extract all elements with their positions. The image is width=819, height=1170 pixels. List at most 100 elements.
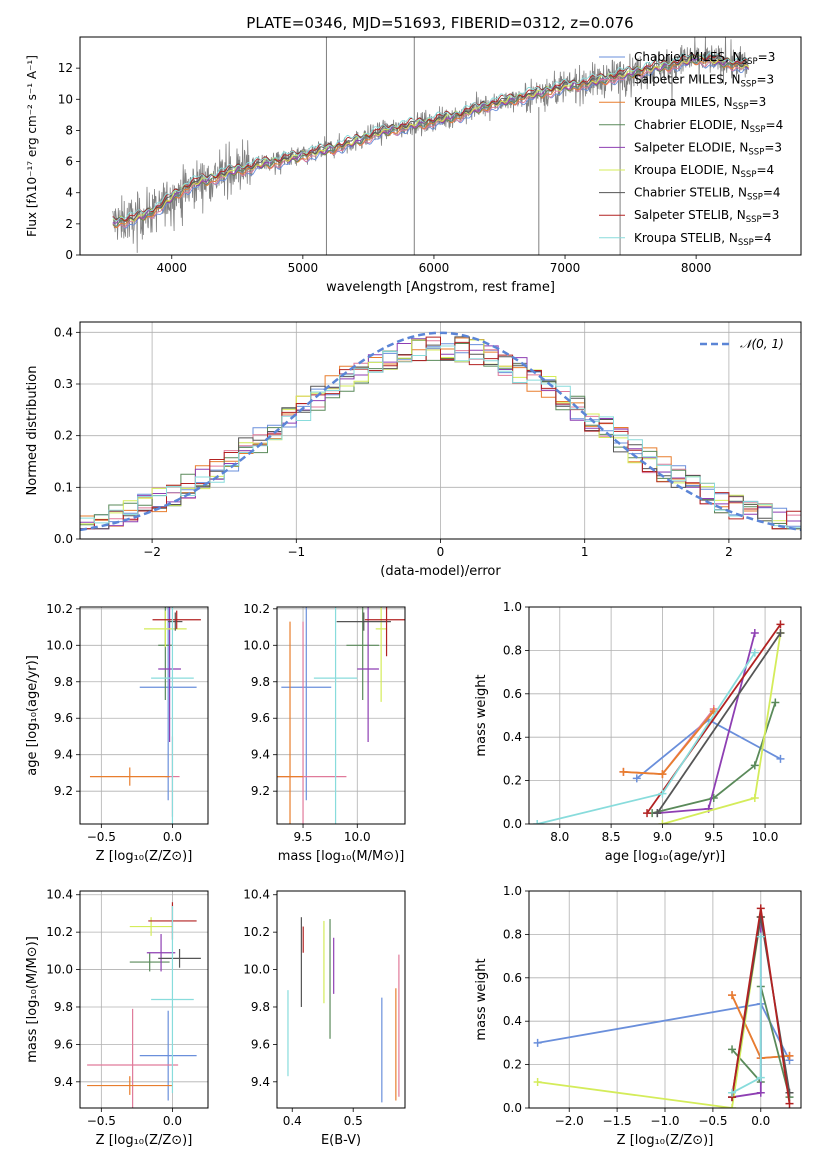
age_vs_mass-errorbar-point: [375, 607, 387, 702]
weight_vs_Z-marker: [533, 1038, 542, 1047]
age_vs_mass-plot-area: [277, 607, 405, 824]
age_vs_Z-errorbar-point: [89, 767, 170, 786]
weight_vs_age-xtick-label: 9.0: [653, 830, 672, 844]
weight_vs_Z-xtick-label: −1.0: [650, 1114, 679, 1128]
residual_hist-ytick-label: 0.4: [54, 325, 73, 339]
age_vs_mass-errorbar-point: [364, 607, 405, 657]
legend-entry-label: Salpeter STELIB, NSSP=3: [634, 208, 779, 225]
mass_vs_ebv-ytick-label: 9.8: [251, 1000, 270, 1014]
mass_vs_Z-xtick-label: −0.5: [87, 1114, 116, 1128]
mass_vs_Z-xtick-label: 0.0: [163, 1114, 182, 1128]
age_vs_Z-xtick-label: −0.5: [87, 830, 116, 844]
mass_vs_Z-errorbar-point: [158, 948, 201, 968]
weight_vs_age-ylabel: mass weight: [474, 674, 489, 756]
spectrum-xtick-label: 4000: [156, 261, 187, 275]
weight_vs_Z-xtick-label: 0.0: [751, 1114, 770, 1128]
age_vs_mass-errorbar-point: [313, 607, 358, 824]
weight_vs_Z-series: [533, 999, 794, 1065]
mass_vs_ebv-xtick-label: 0.5: [344, 1114, 363, 1128]
residual_hist-xtick-label: 2: [725, 545, 733, 559]
spectrum-legend: Chabrier MILES, NSSP=3 Salpeter MILES, NS…: [599, 50, 783, 248]
age_vs_Z-errorbar-point: [151, 607, 194, 824]
age_vs_mass-ytick-label: 9.6: [251, 711, 270, 725]
legend-entry-label: Chabrier ELODIE, NSSP=4: [634, 118, 783, 135]
mass_vs_ebv-xlabel: E(B-V): [321, 1133, 361, 1148]
age_vs_mass-errorbar-point: [281, 607, 332, 801]
weight_vs_age-series-line: [657, 632, 756, 814]
weight_vs_age-series: [658, 629, 785, 824]
weight_vs_Z-marker: [785, 1051, 794, 1060]
weight_vs_Z-marker: [728, 991, 737, 1000]
weight_vs_Z-ytick-label: 0.6: [503, 971, 522, 985]
age_vs_Z-errorbar-point: [158, 607, 181, 742]
legend-entry-label: Chabrier MILES, NSSP=3: [634, 50, 775, 67]
hist-step-series: [80, 345, 801, 539]
age_vs_Z-ytick-label: 10.0: [46, 638, 73, 652]
weight_vs_age-series: [653, 629, 785, 818]
weight_vs_age-frame: [528, 606, 802, 825]
residual_hist-ytick-label: 0.3: [54, 377, 73, 391]
mass_vs_Z-ytick-label: 10.0: [46, 963, 73, 977]
age_vs_Z-errorbar-point: [144, 610, 187, 648]
residual_hist-xtick-label: 1: [581, 545, 589, 559]
residual_hist-xtick-label: −1: [287, 545, 305, 559]
age_vs_Z-plot-area: [89, 607, 201, 824]
spectrum-model-line: [112, 53, 749, 222]
mass_vs_Z-axes: −0.5 0.0 9.4 9.6 9.8 10.0 10.2 10.4 Z [log₁₀(Z/Z…: [25, 888, 208, 1148]
weight_vs_age-series-line: [623, 708, 715, 776]
age_vs_mass-errorbar-point: [346, 607, 379, 700]
legend-entry-label: Salpeter MILES, NSSP=3: [634, 73, 774, 90]
age_vs_mass-axes: 9.5 10.0 9.2 9.4 9.6 9.8 10.0 10.2 mass [log₁₀(M…: [243, 602, 405, 864]
mass_vs_ebv-axes: 0.4 0.5 9.4 9.6 9.8 10.0 10.2 10.4 E(B-V): [243, 888, 362, 1148]
weight_vs_age-marker: [658, 789, 667, 798]
spectrum-ytick-label: 0: [65, 248, 73, 262]
weight_vs_age-xtick-label: 10.0: [752, 830, 779, 844]
mass_vs_Z-errorbar-point: [146, 934, 176, 972]
weight_vs_Z-plot-area: [533, 904, 794, 1108]
age_vs_mass-ytick-label: 10.0: [243, 638, 270, 652]
spectrum-xtick-label: 6000: [419, 261, 450, 275]
weight_vs_age-ytick-label: 0.8: [503, 643, 522, 657]
residual_hist-ylabel: Normed distribution: [25, 366, 40, 496]
weight_vs_age-ytick-label: 1.0: [503, 600, 522, 614]
residual_hist-ytick-label: 0.2: [54, 429, 73, 443]
hist-plot-area: [80, 331, 801, 539]
weight_vs_Z-marker: [785, 1099, 794, 1108]
mass_vs_Z-errorbar-point: [151, 905, 194, 1094]
residual_hist-frame: [79, 321, 802, 540]
weight_vs_age-plot-area: [533, 620, 785, 824]
mass_vs_ebv-ytick-label: 10.2: [243, 925, 270, 939]
weight_vs_Z-series: [728, 932, 765, 1097]
weight_vs_Z-xtick-label: −1.5: [603, 1114, 632, 1128]
weight_vs_age-marker: [776, 620, 785, 629]
spectrum-xlabel: wavelength [Angstrom, rest frame]: [326, 280, 555, 295]
hist-legend-label: 𝒩(0, 1): [740, 337, 784, 351]
weight_vs_Z-series-line: [537, 1002, 791, 1061]
weight_vs_age-marker: [653, 809, 662, 818]
mass_vs_Z-frame: [79, 890, 209, 1109]
age_vs_Z-errorbar-point: [152, 610, 201, 629]
mass_vs_ebv-ytick-label: 10.4: [243, 888, 270, 902]
weight_vs_age-marker: [776, 629, 785, 638]
spectrum-plot-area: [112, 37, 749, 255]
age_vs_mass-errorbar-point: [336, 612, 391, 631]
mass_vs_Z-ytick-label: 9.4: [54, 1075, 73, 1089]
weight_vs_age-marker: [750, 761, 759, 770]
weight_vs_Z-marker: [728, 1045, 737, 1054]
weight_vs_age-marker: [750, 648, 759, 657]
weight_vs_Z-xtick-label: −0.5: [698, 1114, 727, 1128]
weight_vs_age-marker: [619, 767, 628, 776]
age_vs_Z-ytick-label: 9.4: [54, 748, 73, 762]
weight_vs_age-series-line: [662, 632, 782, 824]
mass_vs_Z-ytick-label: 10.4: [46, 888, 73, 902]
age_vs_Z-errorbar-point: [139, 607, 197, 801]
weight_vs_Z-series: [533, 913, 765, 1108]
mass_vs_ebv-ytick-label: 10.0: [243, 963, 270, 977]
residual_hist-ytick-label: 0.1: [54, 480, 73, 494]
weight_vs_age-marker: [771, 698, 780, 707]
weight_vs_age-marker: [533, 820, 542, 824]
weight_vs_Z-marker: [756, 1088, 765, 1097]
weight_vs_age-series-line: [536, 652, 756, 824]
weight_vs_age-axes: 8.0 8.5 9.0 9.5 10.0 0.0 0.2 0.4 0.6 0.8 1.0 age [l…: [474, 600, 801, 864]
